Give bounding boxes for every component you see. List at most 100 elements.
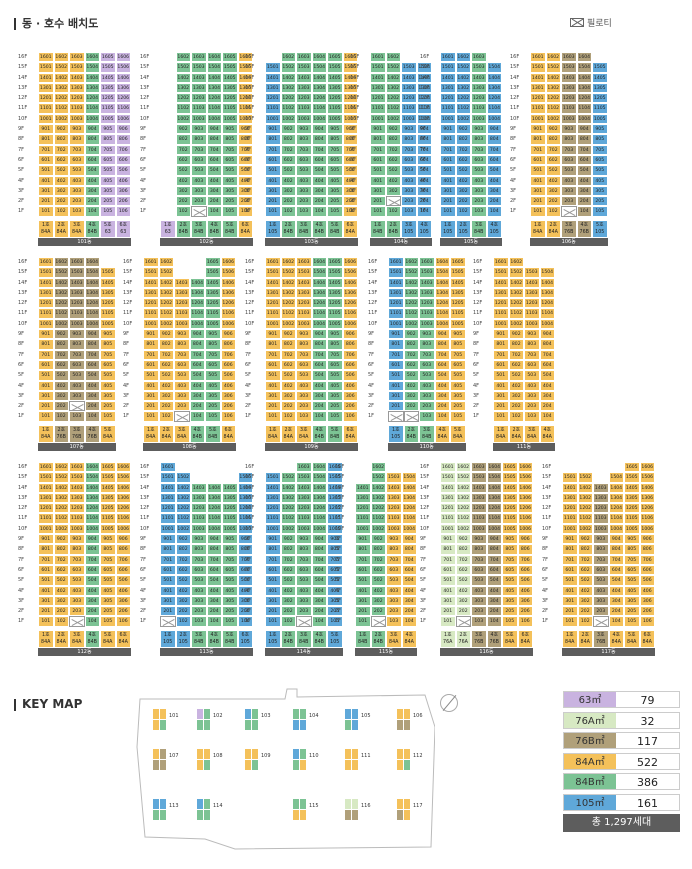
unit-cell: 502 — [455, 165, 471, 176]
unit-cell: 101 — [38, 206, 54, 217]
unit-cell: 1105 — [222, 513, 238, 524]
floor-label: 7F — [368, 351, 375, 358]
building-name: 113동 — [160, 647, 253, 656]
unit-cell: 1201 — [38, 298, 54, 309]
legend-count: 522 — [616, 753, 679, 769]
unit-cell: 201 — [388, 401, 404, 412]
line-type-label: 1호 84A — [38, 424, 54, 443]
unit-cell: 1103 — [471, 103, 487, 114]
unit-cell: 504 — [576, 165, 592, 176]
unit-cell: 1403 — [296, 482, 312, 493]
unit-cell: 1301 — [440, 492, 456, 504]
unit-cell: 503 — [386, 575, 402, 586]
unit-cell: 903 — [419, 329, 435, 340]
floor-label: 6F — [335, 566, 342, 573]
unit-cell: 1204 — [539, 298, 555, 309]
empty-cell — [191, 472, 207, 482]
unit-cell: 1203 — [386, 503, 402, 514]
unit-cell: 702 — [53, 349, 69, 360]
unit-cell: 406 — [220, 380, 236, 391]
floor-label: 6F — [18, 156, 25, 163]
unit-cell: 402 — [53, 585, 69, 596]
keymap-building-block — [404, 749, 410, 759]
unit-cell: 406 — [342, 380, 358, 391]
line-type-label: 4호 84A — [401, 629, 417, 648]
keymap-building-block — [293, 799, 299, 809]
line-type-label: 1호 84A — [562, 629, 578, 648]
unit-cell: 1104 — [311, 103, 327, 114]
keymap-building-block — [153, 720, 159, 730]
unit-cell: 1503 — [401, 62, 417, 73]
unit-cell: 1304 — [84, 82, 100, 94]
floor-label: 5F — [542, 577, 549, 584]
unit-cell: 1201 — [38, 503, 54, 514]
keymap-building-block — [204, 709, 210, 719]
unit-cell: 1604 — [311, 257, 327, 268]
unit-cell: 902 — [385, 124, 401, 135]
unit-cell: 1205 — [592, 93, 608, 104]
unit-cell: 701 — [160, 554, 176, 565]
building-name: 101동 — [38, 237, 131, 246]
unit-cell: 602 — [53, 564, 69, 576]
floor-label: 1F — [350, 208, 357, 215]
floor-label: 11F — [335, 515, 345, 522]
unit-cell: 301 — [160, 595, 176, 607]
floor-label: 13F — [510, 84, 520, 91]
unit-cell: 701 — [355, 554, 371, 565]
empty-cell — [160, 134, 176, 144]
floor-label: 12F — [18, 95, 28, 102]
floor-label: 15F — [473, 269, 483, 276]
floor-label: 11F — [350, 105, 360, 112]
keymap-building-block — [345, 709, 351, 719]
keymap-building-block — [197, 709, 203, 719]
unit-cell: 203 — [191, 606, 207, 617]
unit-cell: 1605 — [100, 462, 116, 473]
unit-cell: 1203 — [296, 503, 312, 514]
floor-label: 15F — [18, 64, 28, 71]
building-109: 16F 1601 1602 1603 1604 1605 1606 15F 1501 1502 15… — [245, 257, 358, 451]
unit-cell: 701 — [38, 554, 54, 565]
line-type-label: 2호 84B — [403, 424, 419, 443]
unit-cell: 1205 — [327, 298, 343, 309]
floor-label: 10F — [473, 320, 483, 327]
unit-cell: 905 — [327, 124, 343, 135]
unit-cell: 1102 — [280, 513, 296, 524]
unit-cell: 1203 — [69, 503, 85, 514]
unit-cell: 1201 — [160, 503, 176, 514]
floor-label: 16F — [18, 259, 28, 265]
empty-cell — [487, 52, 503, 62]
unit-cell: 1104 — [486, 103, 502, 114]
unit-cell: 1302 — [385, 82, 401, 94]
unit-cell: 206 — [220, 401, 236, 412]
floor-label: 1F — [542, 618, 549, 625]
unit-cell: 1602 — [455, 462, 471, 473]
section-title-text: 동 · 호수 배치도 — [22, 17, 99, 30]
floor-label: 14F — [123, 279, 133, 286]
keymap-building-block — [345, 799, 351, 809]
unit-cell: 905 — [327, 534, 343, 545]
unit-cell: 1001 — [370, 113, 386, 125]
floor-label: 13F — [350, 84, 360, 91]
unit-cell: 104 — [84, 206, 100, 217]
unit-cell: 1204 — [84, 93, 100, 104]
unit-cell: 805 — [327, 544, 343, 555]
unit-cell: 804 — [311, 134, 327, 145]
unit-cell: 902 — [53, 534, 69, 545]
unit-cell: 504 — [189, 370, 205, 381]
unit-cell: 1406 — [220, 277, 236, 288]
unit-cell: 705 — [100, 554, 116, 565]
unit-cell: 305 — [327, 390, 343, 402]
unit-cell: 1203 — [174, 298, 190, 309]
unit-cell: 401 — [370, 175, 386, 186]
unit-cell: 704 — [311, 144, 327, 155]
unit-cell: 1505 — [100, 267, 116, 278]
unit-cell: 202 — [53, 196, 69, 207]
unit-cell: 305 — [624, 595, 640, 607]
unit-cell: 806 — [639, 544, 655, 555]
unit-cell: 903 — [69, 329, 85, 340]
unit-cell: 1001 — [440, 523, 456, 535]
keymap-building-label: 101 — [169, 713, 179, 719]
unit-cell: 1404 — [434, 277, 450, 288]
floor-label: 15F — [368, 269, 378, 276]
empty-cell — [160, 165, 176, 175]
